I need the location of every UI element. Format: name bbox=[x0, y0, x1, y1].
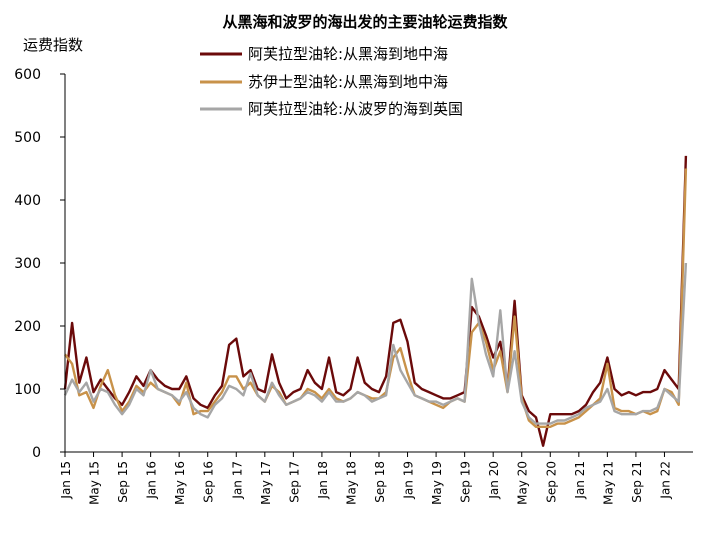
x-tick-label: Jan 19 bbox=[402, 461, 416, 500]
y-tick-label: 0 bbox=[32, 445, 41, 461]
x-tick-label: May 20 bbox=[516, 461, 530, 505]
legend-label-0: 阿芙拉型油轮:从黑海到地中海 bbox=[248, 45, 448, 63]
y-tick-label: 600 bbox=[14, 67, 41, 83]
x-tick-label: Sep 18 bbox=[373, 461, 387, 503]
y-axis-label: 运费指数 bbox=[23, 36, 83, 54]
y-tick-label: 300 bbox=[14, 256, 41, 272]
chart-title: 从黑海和波罗的海出发的主要油轮运费指数 bbox=[222, 13, 508, 31]
x-tick-label: Sep 16 bbox=[202, 461, 216, 503]
x-tick-label: Jan 22 bbox=[658, 461, 672, 500]
x-tick-label: Jan 21 bbox=[573, 461, 587, 500]
legend-label-2: 阿芙拉型油轮:从波罗的海到英国 bbox=[248, 100, 463, 118]
series-layer bbox=[63, 155, 688, 447]
x-tick-label: Jan 15 bbox=[59, 461, 73, 500]
y-tick-label: 500 bbox=[14, 130, 41, 146]
series-line-0 bbox=[63, 155, 688, 447]
legend-label-1: 苏伊士型油轮:从黑海到地中海 bbox=[248, 73, 448, 91]
legend: 阿芙拉型油轮:从黑海到地中海 苏伊士型油轮:从黑海到地中海 阿芙拉型油轮:从波罗… bbox=[200, 45, 463, 118]
x-tick-label: Sep 19 bbox=[459, 461, 473, 503]
x-tick-label: Jan 18 bbox=[316, 461, 330, 500]
y-tick-label: 400 bbox=[14, 193, 41, 209]
y-tick-label: 200 bbox=[14, 319, 41, 335]
x-tick-label: May 19 bbox=[430, 461, 444, 505]
series-line-2 bbox=[63, 262, 688, 425]
x-tick-label: Sep 21 bbox=[630, 461, 644, 503]
x-tick-label: May 15 bbox=[88, 461, 102, 505]
axes: 0 100 200 300 400 500 600 Jan 15 May 15 Sep 15 Jan… bbox=[14, 67, 693, 505]
y-tick-label: 100 bbox=[14, 382, 41, 398]
x-tick-label: May 18 bbox=[344, 461, 358, 505]
x-tick-label: May 21 bbox=[601, 461, 615, 505]
x-tick-label: Jan 16 bbox=[145, 461, 159, 500]
x-tick-label: Sep 15 bbox=[116, 461, 130, 503]
x-tick-label: Jan 17 bbox=[230, 461, 244, 500]
x-tick-label: Sep 20 bbox=[544, 461, 558, 503]
x-tick-label: May 17 bbox=[259, 461, 273, 505]
x-tick-label: May 16 bbox=[173, 461, 187, 505]
x-tick-label: Sep 17 bbox=[287, 461, 301, 503]
x-tick-label: Jan 20 bbox=[487, 461, 501, 500]
